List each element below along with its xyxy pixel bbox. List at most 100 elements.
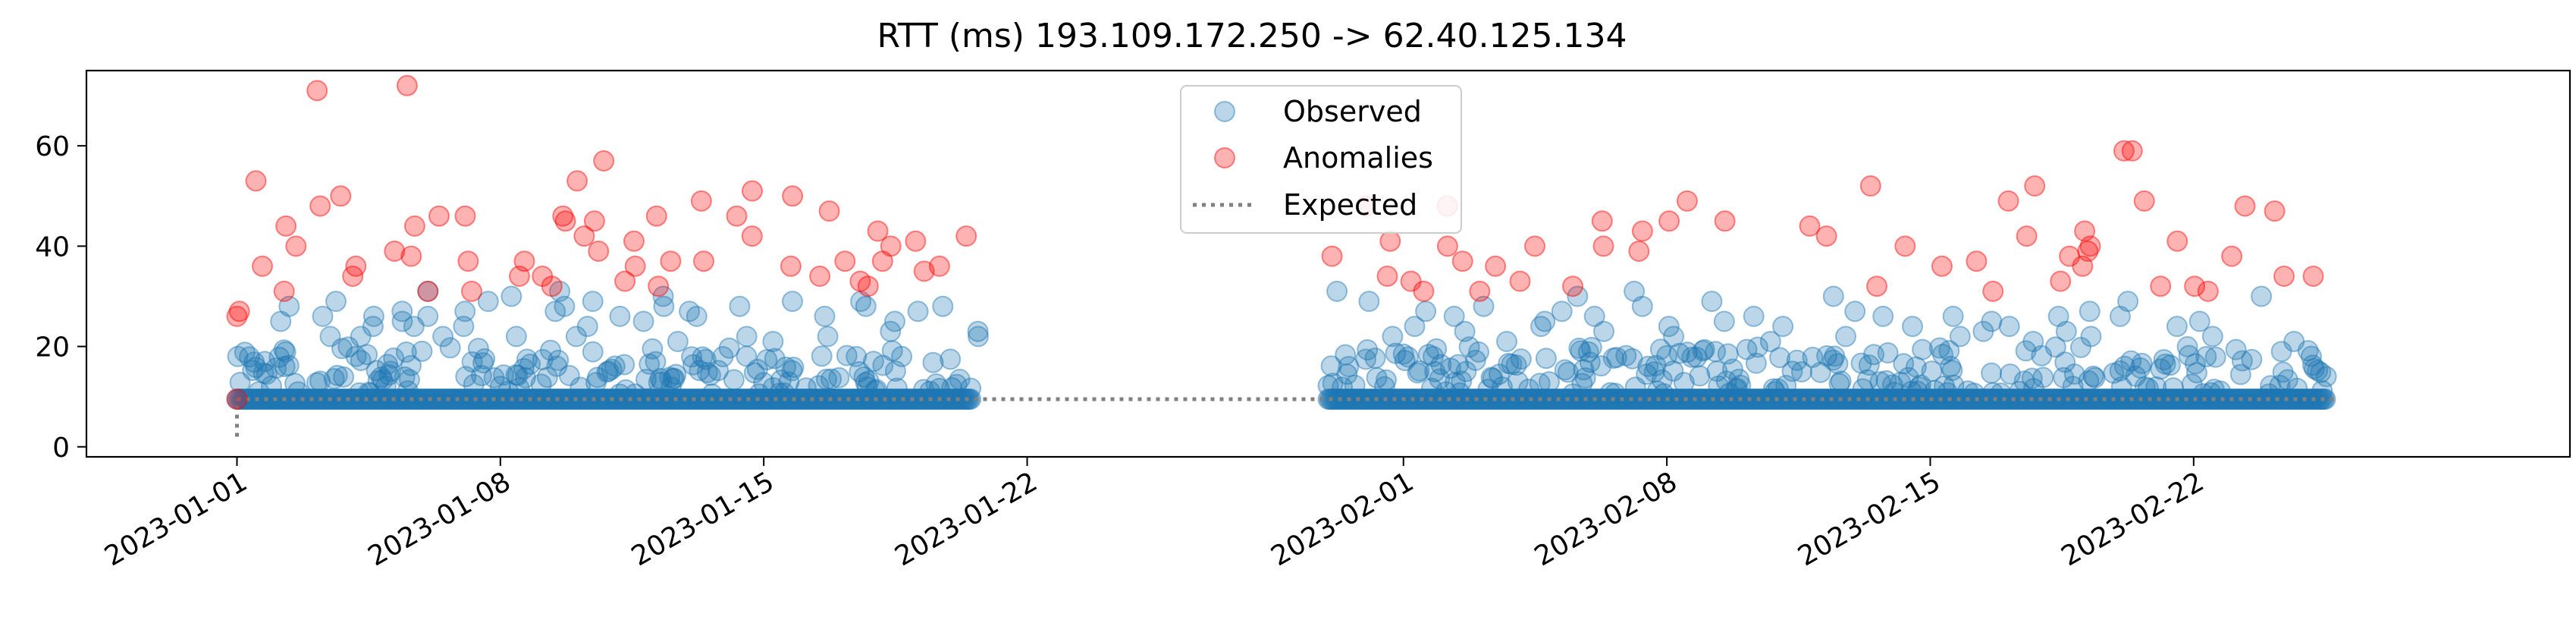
- observed-point: [416, 389, 438, 410]
- observed-point: [2178, 345, 2200, 367]
- anomaly-point: [905, 230, 927, 252]
- observed-point: [1460, 389, 1482, 410]
- observed-point: [1830, 370, 1852, 392]
- anomaly-point: [693, 250, 714, 272]
- observed-point: [2270, 389, 2292, 410]
- observed-point: [2251, 285, 2273, 307]
- observed-point: [351, 389, 373, 410]
- observed-point: [1912, 338, 1934, 360]
- observed-point: [1634, 389, 1656, 410]
- observed-point: [1662, 389, 1684, 410]
- observed-point: [1562, 389, 1583, 410]
- observed-point: [2110, 376, 2132, 398]
- observed-point: [417, 280, 439, 302]
- observed-point: [2117, 389, 2138, 410]
- observed-point: [806, 389, 828, 410]
- observed-point: [1677, 341, 1698, 364]
- observed-point: [1552, 389, 1574, 410]
- observed-point: [714, 389, 736, 410]
- observed-point: [1843, 389, 1865, 410]
- observed-point: [723, 389, 745, 410]
- observed-point: [1988, 389, 2010, 410]
- y-tick-label: 40: [35, 231, 70, 263]
- observed-point: [1762, 378, 1784, 400]
- observed-point: [1388, 389, 1410, 410]
- observed-point: [1370, 389, 1392, 410]
- legend: Observed Anomalies Expected: [1180, 85, 1462, 234]
- observed-point: [639, 353, 660, 375]
- observed-point: [815, 368, 837, 390]
- observed-point: [306, 389, 328, 410]
- observed-point: [1435, 389, 1457, 410]
- observed-point: [695, 348, 717, 370]
- observed-point: [519, 353, 541, 375]
- observed-point: [1344, 389, 1366, 410]
- observed-point: [362, 316, 384, 338]
- anomaly-point: [1400, 270, 1422, 292]
- observed-point: [383, 347, 405, 369]
- observed-point: [2162, 389, 2184, 410]
- observed-point: [1579, 351, 1601, 373]
- observed-point: [422, 389, 444, 410]
- anomaly-point: [782, 185, 804, 207]
- observed-point: [500, 285, 522, 307]
- observed-point: [253, 362, 275, 384]
- observed-point: [1925, 389, 1947, 410]
- observed-point: [1344, 374, 1366, 396]
- observed-point: [1990, 389, 2012, 410]
- observed-point: [477, 389, 499, 410]
- anomaly-point: [309, 195, 331, 217]
- observed-point: [2054, 351, 2076, 373]
- observed-point: [2297, 340, 2319, 362]
- observed-point: [370, 367, 392, 388]
- observed-point: [2032, 367, 2054, 389]
- observed-point: [687, 389, 709, 410]
- observed-point: [1822, 285, 1844, 307]
- observed-point: [1745, 352, 1767, 374]
- observed-point: [817, 326, 839, 348]
- observed-point: [366, 360, 387, 382]
- observed-point: [1445, 371, 1466, 393]
- observed-point: [1448, 354, 1470, 376]
- observed-point: [2022, 378, 2044, 400]
- observed-point: [2197, 389, 2219, 410]
- observed-point: [2006, 389, 2028, 410]
- observed-point: [1850, 352, 1872, 374]
- observed-point: [431, 389, 453, 410]
- observed-point: [1366, 367, 1388, 389]
- observed-point: [775, 356, 797, 378]
- anomaly-point: [2133, 190, 2155, 212]
- anomaly-point: [1451, 250, 1473, 272]
- observed-point: [2260, 375, 2282, 397]
- observed-point: [2051, 389, 2073, 410]
- anomaly-point: [1485, 255, 1507, 277]
- observed-point: [759, 389, 781, 410]
- observed-point: [2013, 370, 2035, 392]
- observed-point: [2153, 389, 2175, 410]
- observed-point: [880, 389, 902, 410]
- observed-point: [1408, 360, 1430, 382]
- observed-point: [1441, 389, 1463, 410]
- observed-point: [811, 345, 833, 367]
- observed-point: [2009, 389, 2031, 410]
- observed-point: [1960, 389, 1982, 410]
- observed-point: [398, 369, 420, 391]
- observed-point: [2207, 389, 2229, 410]
- observed-point: [701, 383, 723, 405]
- observed-point: [1680, 389, 1702, 410]
- observed-point: [609, 305, 631, 327]
- observed-point: [1539, 371, 1560, 393]
- observed-point: [2261, 389, 2283, 410]
- observed-point: [1404, 316, 1426, 338]
- observed-point: [725, 389, 746, 410]
- observed-point: [649, 389, 671, 410]
- observed-point: [1534, 310, 1556, 332]
- observed-point: [2043, 389, 2065, 410]
- observed-point: [1778, 389, 1800, 410]
- observed-point: [1888, 389, 1910, 410]
- observed-point: [2041, 389, 2063, 410]
- observed-point: [2054, 389, 2076, 410]
- observed-point: [1772, 389, 1794, 410]
- observed-point: [1605, 389, 1627, 410]
- observed-point: [1921, 360, 1943, 382]
